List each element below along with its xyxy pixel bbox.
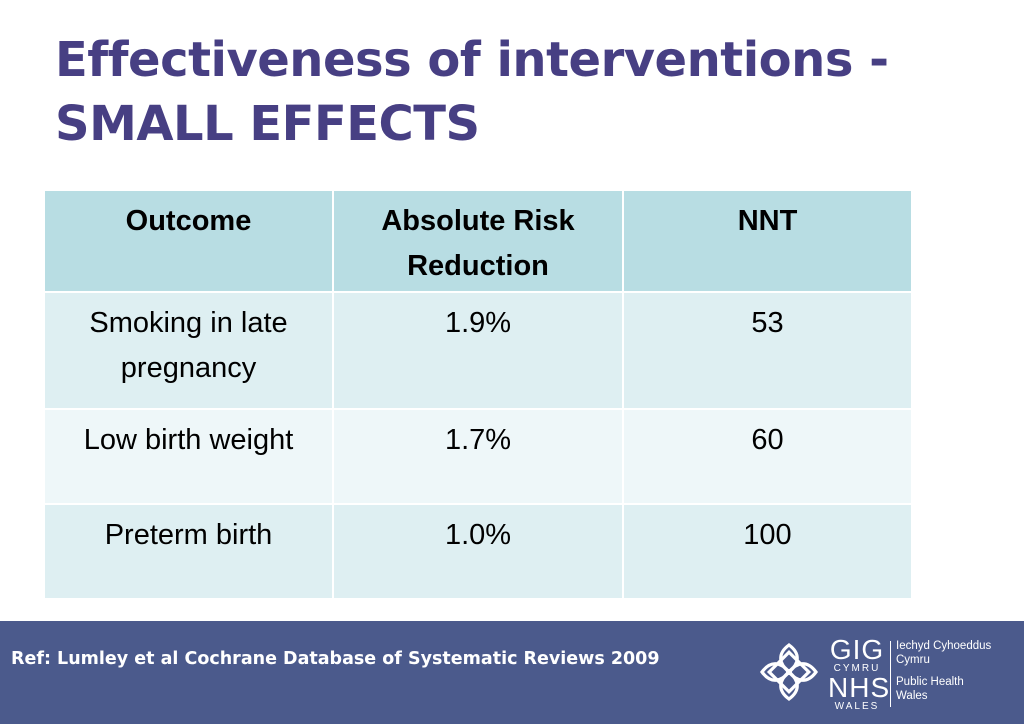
english-name-line-2: Wales <box>896 690 928 702</box>
organisation-name: Iechyd Cyhoeddus Cymru Public Health Wal… <box>896 639 1018 703</box>
cell-outcome: Preterm birth <box>43 503 334 600</box>
gig-nhs-wordmark: GIG CYMRU NHS WALES <box>828 634 891 713</box>
effects-table: Outcome Absolute Risk Reduction NNT Smok… <box>43 189 913 600</box>
slide-title: Effectiveness of interventions - SMALL E… <box>55 28 995 156</box>
logo-gig: GIG <box>829 634 885 665</box>
footer-bar: Ref: Lumley et al Cochrane Database of S… <box>0 621 1024 724</box>
table-header-row: Outcome Absolute Risk Reduction NNT <box>43 189 913 293</box>
slide-title-line-2: SMALL EFFECTS <box>55 96 480 152</box>
logo-cymru: CYMRU <box>833 663 881 674</box>
public-health-wales-logo: GIG CYMRU NHS WALES Iechyd Cyhoeddus Cym… <box>756 634 1018 713</box>
cell-nnt: 100 <box>622 503 913 600</box>
cell-outcome: Smoking in late pregnancy <box>43 291 334 410</box>
cell-outcome: Low birth weight <box>43 408 334 505</box>
header-nnt: NNT <box>622 189 913 293</box>
logo-wales: WALES <box>834 701 880 712</box>
logo-divider <box>890 641 891 707</box>
english-name-line-1: Public Health <box>896 676 964 688</box>
cell-arr: 1.7% <box>332 408 624 505</box>
welsh-name-line-2: Cymru <box>896 654 930 666</box>
table-row: Smoking in late pregnancy 1.9% 53 <box>43 291 913 410</box>
header-outcome: Outcome <box>43 189 334 293</box>
reference-text: Ref: Lumley et al Cochrane Database of S… <box>11 649 660 669</box>
welsh-name-line-1: Iechyd Cyhoeddus <box>896 640 992 652</box>
cell-nnt: 53 <box>622 291 913 410</box>
celtic-knot-icon <box>760 643 818 701</box>
logo-nhs: NHS <box>828 672 891 703</box>
header-absolute-risk-reduction: Absolute Risk Reduction <box>332 189 624 293</box>
cell-nnt: 60 <box>622 408 913 505</box>
table-row: Preterm birth 1.0% 100 <box>43 503 913 600</box>
table-row: Low birth weight 1.7% 60 <box>43 408 913 505</box>
cell-arr: 1.9% <box>332 291 624 410</box>
cell-arr: 1.0% <box>332 503 624 600</box>
slide-title-line-1: Effectiveness of interventions - <box>55 32 889 88</box>
